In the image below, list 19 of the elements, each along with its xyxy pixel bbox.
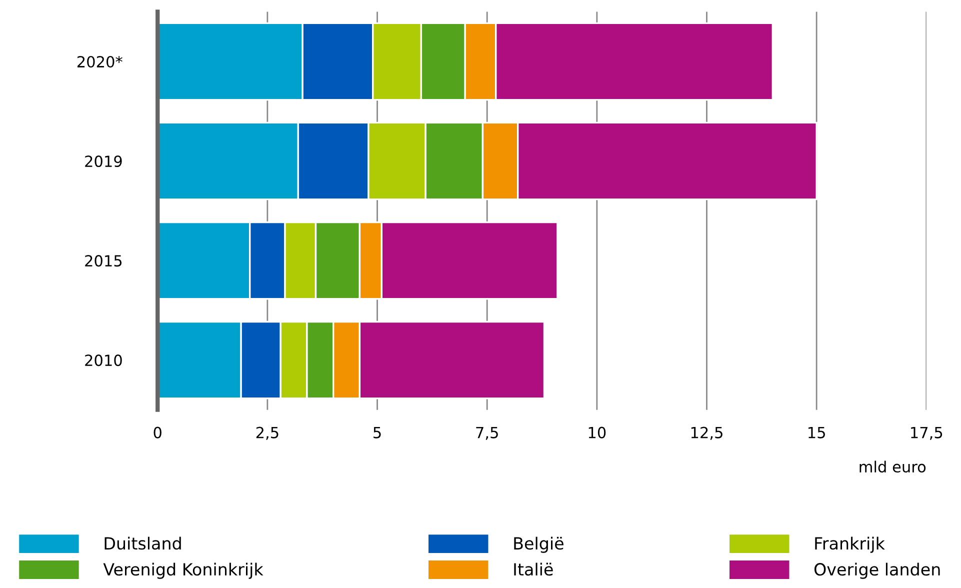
x-tick-label: 0 (154, 426, 162, 438)
y-tick-label: 2010 (85, 354, 122, 366)
x-tick-label: 10 (588, 426, 606, 438)
legend-label: Italië (514, 562, 553, 576)
x-tick-label: 5 (374, 426, 381, 438)
x-tick-label: 17,5 (911, 426, 942, 440)
y-tick-label: 2015 (85, 255, 122, 267)
x-tick-label: 12,5 (691, 426, 722, 440)
legend-label: Verenigd Koninkrijk (103, 562, 264, 579)
legend-label: Frankrijk (815, 536, 885, 553)
y-tick-label: 2020* (77, 56, 122, 68)
x-tick-label: 2,5 (256, 426, 278, 440)
x-axis-title: mld euro (860, 460, 926, 473)
legend-label: Overige landen (814, 562, 940, 579)
y-tick-label: 2019 (85, 156, 122, 168)
legend-label: Duitsland (104, 536, 181, 550)
legend-label: België (514, 536, 564, 553)
x-tick-label: 15 (808, 426, 825, 438)
x-tick-label: 7,5 (476, 426, 498, 440)
